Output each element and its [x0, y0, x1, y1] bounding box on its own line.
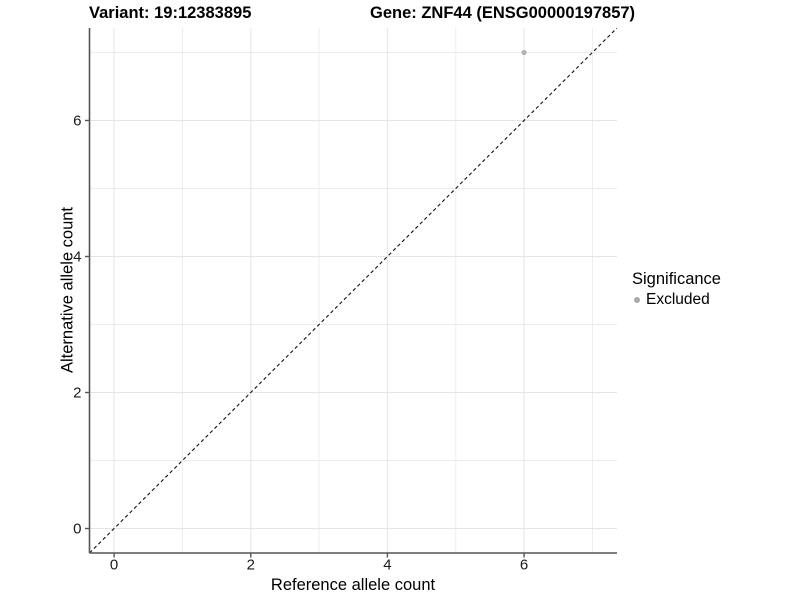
legend-item-label: Excluded: [646, 291, 710, 308]
y-tick-label: 6: [73, 113, 81, 130]
x-tick-label: 4: [383, 557, 391, 574]
plot-title-gene: Gene: ZNF44 (ENSG00000197857): [370, 4, 636, 22]
y-tick-label: 4: [73, 249, 81, 266]
plot-title-variant: Variant: 19:12383895: [89, 4, 252, 22]
x-axis-label: Reference allele count: [270, 576, 436, 594]
data-point: [521, 49, 527, 56]
legend-item-excluded: Excluded: [632, 291, 721, 309]
identity-reference-line: [89, 28, 617, 553]
x-tick-label: 0: [110, 557, 118, 574]
y-tick-label: 0: [73, 521, 81, 538]
excluded-point-icon: [634, 297, 640, 303]
y-axis-label: Alternative allele count: [58, 206, 77, 374]
x-tick-label: 6: [520, 557, 528, 574]
legend-title: Significance: [632, 270, 721, 288]
x-tick-label: 2: [247, 557, 255, 574]
legend: Significance Excluded: [632, 270, 721, 309]
y-tick-label: 2: [73, 385, 81, 402]
